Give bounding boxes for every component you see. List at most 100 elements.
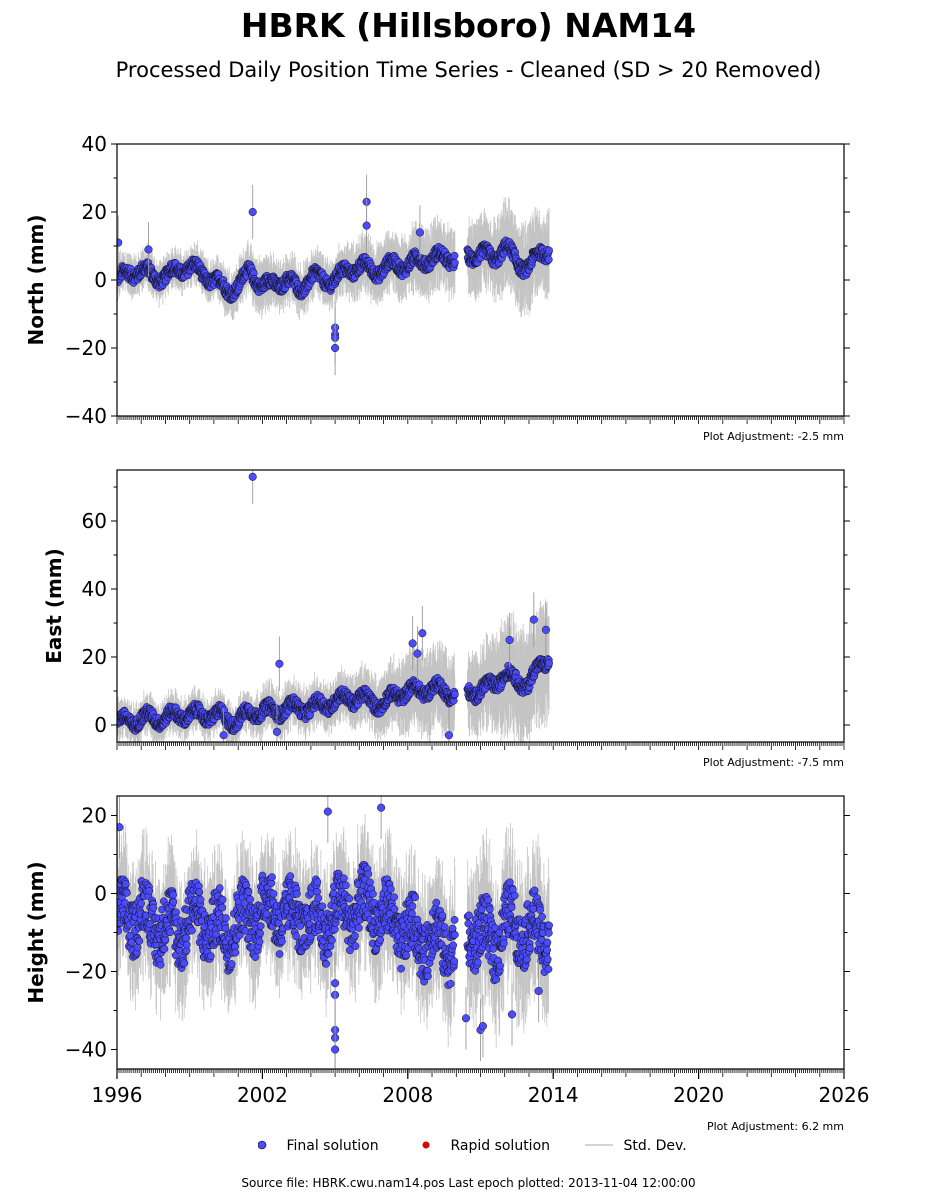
data-point (251, 953, 260, 961)
y-tick-label: −20 (65, 336, 107, 360)
data-point (314, 894, 323, 903)
y-tick-label: 0 (94, 713, 107, 737)
data-point (339, 874, 348, 883)
outlier-point (541, 625, 550, 634)
data-point (438, 911, 447, 920)
data-point (492, 975, 501, 984)
outlier-point (275, 659, 284, 668)
data-point (451, 258, 459, 267)
legend-final-marker (257, 1140, 267, 1150)
source-note: Source file: HBRK.cwu.nam14.pos Last epo… (241, 1176, 696, 1190)
panel-0: −40 −20 0 20 40 North (mm) Plot Adjustment: -2… (24, 132, 850, 443)
legend-std-line (585, 1144, 613, 1146)
legend-rapid: Rapid solution (422, 1138, 550, 1154)
data-point (227, 960, 236, 968)
outlier-point (219, 731, 228, 740)
data-point (346, 946, 354, 955)
data-point (345, 894, 354, 903)
x-ticks-2 (116, 1069, 845, 1077)
data-point (397, 964, 405, 973)
data-point (449, 941, 458, 950)
outlier-point (413, 649, 422, 658)
x-tick-label: 2002 (237, 1083, 288, 1107)
legend-std: Std. Dev. (585, 1138, 687, 1154)
data-point (538, 912, 546, 921)
data-point (342, 881, 350, 890)
data-point (390, 905, 399, 913)
data-point (536, 906, 544, 914)
outlier-point (478, 1022, 487, 1031)
data-point (117, 927, 123, 935)
x-tick-label: 2008 (382, 1083, 433, 1107)
data-point (196, 895, 205, 904)
data-point (133, 943, 142, 952)
y-tick-label: 40 (82, 577, 107, 601)
y-tick-label: 40 (82, 132, 107, 156)
y-tick-label: 20 (82, 200, 107, 224)
data-point (218, 903, 227, 912)
outlier-point (505, 635, 514, 645)
data-point (510, 891, 519, 900)
data-point (543, 946, 551, 954)
data-point (286, 872, 295, 880)
data-point (182, 940, 191, 949)
data-point (318, 902, 327, 911)
data-point (322, 959, 330, 968)
outlier-point (144, 245, 153, 254)
data-point (432, 898, 441, 907)
data-point (222, 914, 230, 922)
data-point (408, 902, 417, 911)
data-point (526, 944, 534, 952)
y-axis-label: Height (mm) (24, 861, 48, 1003)
plot-area-1 (117, 470, 553, 742)
outlier-point (272, 727, 281, 736)
legend-rapid-label: Rapid solution (450, 1138, 551, 1154)
data-point (523, 955, 531, 964)
x-tick-label: 2026 (819, 1083, 870, 1107)
data-point (543, 938, 552, 947)
data-point (402, 951, 410, 959)
data-point (376, 936, 385, 944)
data-point (390, 893, 398, 901)
y-tick-label: −40 (65, 404, 107, 428)
outlier-point (529, 615, 538, 624)
data-point (313, 887, 321, 896)
data-point (121, 880, 130, 888)
y-tick-label: −40 (65, 1038, 107, 1062)
outlier-point (415, 228, 424, 237)
data-point (195, 888, 204, 896)
outlier-point (377, 803, 386, 812)
data-point (293, 889, 301, 898)
data-point (489, 944, 498, 953)
outlier-point (248, 472, 257, 481)
y-tick-label: 0 (94, 882, 107, 906)
outlier-point (444, 731, 454, 740)
data-point (296, 922, 305, 930)
y-tick-label: 20 (82, 645, 107, 669)
data-point (240, 898, 249, 907)
data-point (543, 955, 552, 964)
data-point (169, 898, 178, 906)
data-point (484, 896, 492, 905)
data-point (450, 957, 459, 966)
data-point (496, 961, 504, 970)
data-point (123, 888, 131, 897)
data-point (166, 928, 175, 937)
y-tick-label: −20 (65, 960, 107, 984)
data-point (450, 251, 459, 260)
outlier-point (461, 1014, 471, 1023)
outlier-point (117, 823, 124, 832)
x-ticks-1 (116, 742, 845, 750)
data-point (278, 937, 286, 946)
panel-1: 0 20 40 60 East (mm) Plot Adjustment: -7.5 mm (42, 469, 850, 769)
data-point (169, 891, 177, 899)
data-point (545, 246, 553, 255)
y-tick-label: 0 (94, 268, 107, 292)
plot-area-0 (117, 174, 553, 376)
outlier-point (507, 1010, 517, 1019)
chart-subtitle: Processed Daily Position Time Series - C… (115, 58, 822, 82)
plot-adjustment-note: Plot Adjustment: -7.5 mm (703, 756, 844, 769)
y-axis-label: East (mm) (42, 548, 66, 664)
outlier-point (362, 221, 371, 230)
data-point (218, 895, 227, 904)
